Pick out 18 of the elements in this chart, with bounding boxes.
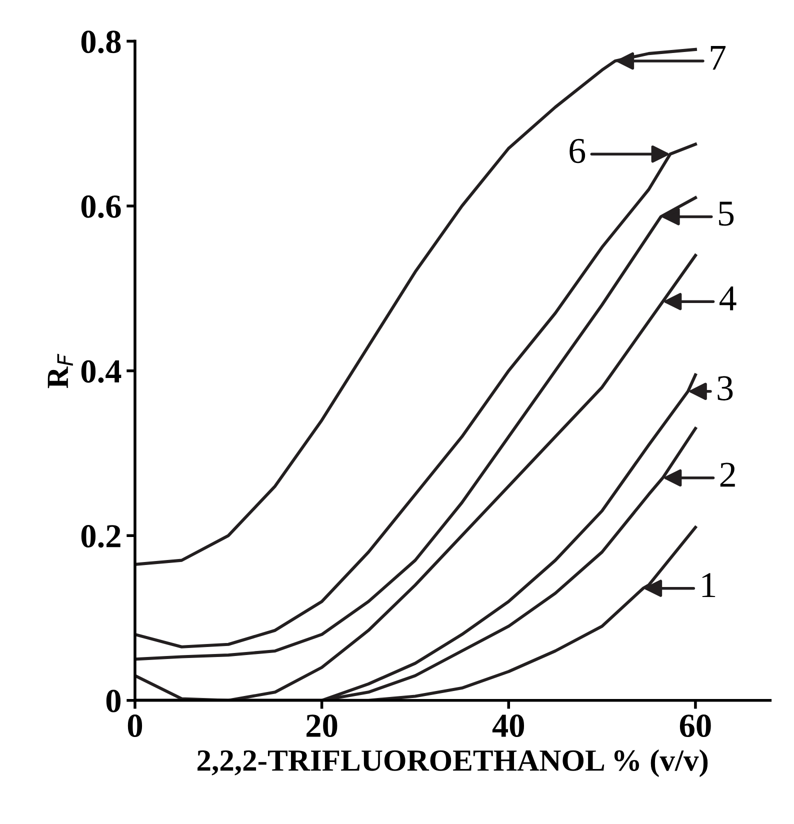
annotation: 2 bbox=[720, 462, 735, 487]
annotation: 3 bbox=[718, 376, 733, 400]
y-tick-label: 0 bbox=[106, 690, 121, 712]
annotation: 1 bbox=[702, 573, 716, 598]
x-tick-label: 20 bbox=[306, 714, 338, 738]
annotation: 7 bbox=[710, 46, 726, 70]
x-tick-label: 40 bbox=[492, 714, 524, 738]
y-axis-title: R$_{F}$ bbox=[48, 354, 73, 388]
x-axis-title: 2,2,2-TRIFLUOROETHANOL % (v/v) bbox=[198, 749, 708, 778]
y-tick-label: 0.4 bbox=[81, 360, 122, 383]
y-tick-label: 0.6 bbox=[81, 195, 121, 218]
y-tick-label: 0.8 bbox=[81, 30, 121, 54]
annotation: 5 bbox=[719, 202, 734, 226]
annotation: 6 bbox=[570, 138, 586, 164]
annotation: 4 bbox=[720, 286, 736, 310]
y-tick-label: 0.2 bbox=[81, 525, 120, 548]
x-tick-label: 0 bbox=[128, 714, 142, 738]
x-tick-label: 60 bbox=[680, 714, 711, 738]
